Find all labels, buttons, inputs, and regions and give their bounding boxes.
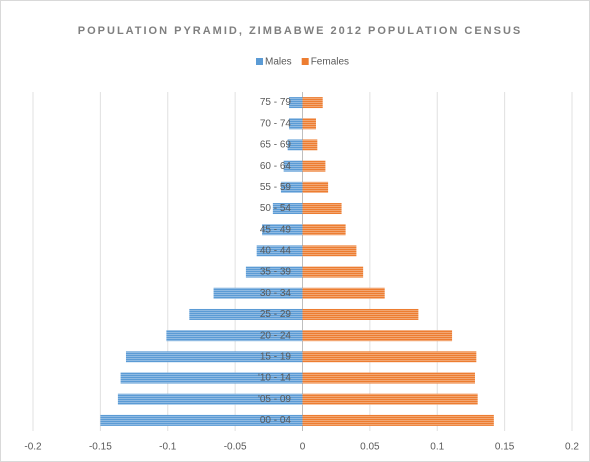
legend-label: Females: [311, 57, 349, 68]
bar: [302, 351, 477, 363]
y-tick-label: 35 - 39: [260, 267, 292, 278]
x-tick-label: -0.15: [89, 442, 112, 453]
bar: [302, 203, 342, 215]
legend-swatch: [256, 58, 263, 65]
x-tick-label: -0.05: [224, 442, 247, 453]
bar: [289, 97, 303, 109]
bar: [189, 308, 303, 320]
bar: [302, 118, 316, 130]
y-tick-label: 20 - 24: [260, 330, 292, 341]
bar: [302, 308, 419, 320]
y-tick-label: 30 - 34: [260, 288, 292, 299]
bar: [166, 330, 303, 342]
x-tick-label: 0.15: [495, 442, 515, 453]
bar: [302, 266, 364, 278]
bar: [302, 372, 475, 384]
bar: [280, 181, 303, 193]
y-tick-label: 70 - 74: [260, 118, 292, 129]
y-tick-label: 60 - 64: [260, 161, 292, 172]
bar: [272, 203, 303, 215]
chart-title: POPULATION PYRAMID, ZIMBABWE 2012 POPULA…: [78, 25, 522, 37]
y-tick-label: 45 - 49: [260, 224, 292, 235]
bar: [302, 224, 346, 236]
y-tick-label: 55 - 59: [260, 182, 292, 193]
x-tick-label: 0: [300, 442, 306, 453]
bar: [302, 393, 478, 405]
bar: [302, 330, 453, 342]
bar: [287, 139, 303, 151]
y-tick-label: 00 - 04: [260, 415, 292, 426]
y-tick-label: '05 - 09: [258, 394, 291, 405]
bar: [262, 224, 303, 236]
bar: [213, 287, 303, 299]
x-tick-label: -0.1: [159, 442, 177, 453]
bar: [117, 393, 303, 405]
bar: [125, 351, 303, 363]
bar: [302, 181, 329, 193]
bar: [302, 139, 318, 151]
x-tick-label: -0.2: [24, 442, 42, 453]
bar: [120, 372, 303, 384]
bar: [302, 287, 385, 299]
legend-label: Males: [265, 57, 292, 68]
y-tick-label: 15 - 19: [260, 351, 292, 362]
y-tick-label: 25 - 29: [260, 309, 292, 320]
bar: [302, 414, 494, 426]
y-tick-label: 65 - 69: [260, 140, 292, 151]
x-tick-label: 0.1: [430, 442, 444, 453]
x-tick-label: 0.05: [360, 442, 380, 453]
bar: [100, 414, 303, 426]
y-tick-label: '10 - 14: [258, 373, 291, 384]
bar: [302, 97, 323, 109]
x-tick-label: 0.2: [565, 442, 579, 453]
bar: [302, 245, 357, 257]
y-tick-label: 40 - 44: [260, 246, 292, 257]
y-tick-label: 75 - 79: [260, 97, 292, 108]
bar: [283, 160, 303, 172]
bar: [289, 118, 303, 130]
bar: [302, 160, 326, 172]
y-tick-label: 50 - 54: [260, 203, 292, 214]
bar: [245, 266, 303, 278]
bar: [256, 245, 303, 257]
legend-swatch: [301, 58, 309, 65]
